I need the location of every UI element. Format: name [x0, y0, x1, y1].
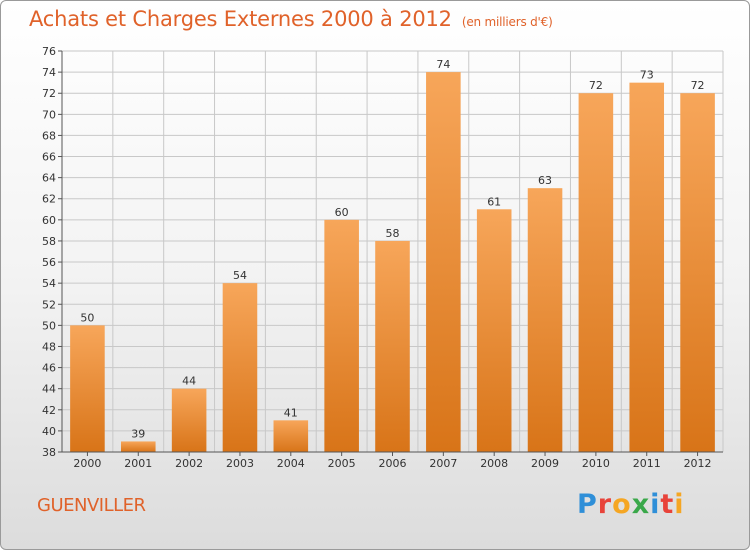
- y-tick-label: 40: [42, 425, 56, 438]
- bar: [273, 420, 309, 452]
- logo-letter: o: [612, 489, 632, 520]
- bar-layer: 50 39 44 54 41 60 58 74 61 63 72 73 72: [70, 58, 715, 453]
- logo-letter: i: [650, 489, 661, 520]
- bar: [222, 283, 258, 452]
- x-tick-label: 2004: [277, 457, 305, 470]
- y-tick-label: 38: [42, 446, 56, 459]
- data-label: 63: [538, 174, 552, 187]
- axis-layer: 38 40 42 44 46 48 50 52 54 56 58 60 62 64 66 68 70 72 74 76…: [42, 45, 723, 470]
- x-tick-label: 2006: [379, 457, 407, 470]
- proxiti-logo: Proxiti: [577, 489, 685, 520]
- bar: [680, 93, 715, 453]
- data-label: 54: [233, 269, 247, 282]
- y-tick-label: 66: [42, 151, 56, 164]
- data-label: 39: [131, 427, 145, 440]
- x-tick-label: 2010: [582, 457, 610, 470]
- y-tick-label: 42: [42, 404, 56, 417]
- x-tick-label: 2011: [633, 457, 661, 470]
- y-tick-label: 70: [42, 108, 56, 121]
- x-tick-label: 2012: [684, 457, 712, 470]
- x-tick-label: 2005: [328, 457, 356, 470]
- y-tick-label: 54: [42, 277, 56, 290]
- data-label: 60: [335, 206, 349, 219]
- data-label: 72: [589, 79, 603, 92]
- bar: [324, 219, 359, 452]
- bar: [70, 325, 105, 452]
- data-label: 41: [284, 406, 298, 419]
- y-tick-label: 44: [42, 383, 56, 396]
- y-tick-label: 52: [42, 298, 56, 311]
- x-tick-label: 2000: [73, 457, 101, 470]
- data-label: 58: [386, 227, 400, 240]
- y-tick-label: 60: [42, 214, 56, 227]
- bar: [120, 441, 156, 452]
- bar: [629, 82, 665, 452]
- data-label: 74: [436, 58, 450, 71]
- y-tick-label: 62: [42, 193, 56, 206]
- city-name: GUENVILLER: [37, 495, 146, 516]
- logo-letter: x: [631, 489, 651, 520]
- data-label: 61: [487, 195, 501, 208]
- y-tick-label: 68: [42, 129, 56, 142]
- bar: [476, 209, 512, 452]
- bar: [578, 93, 614, 453]
- y-tick-label: 64: [42, 172, 56, 185]
- logo-letter: r: [597, 489, 613, 520]
- x-tick-label: 2003: [226, 457, 254, 470]
- y-tick-label: 74: [42, 66, 56, 79]
- data-label: 73: [640, 69, 654, 82]
- y-tick-label: 46: [42, 362, 56, 375]
- bar: [171, 388, 207, 452]
- chart-subtitle: (en milliers d'€): [461, 15, 553, 29]
- x-tick-label: 2009: [531, 457, 559, 470]
- data-label: 50: [80, 311, 94, 324]
- bar: [527, 188, 563, 452]
- bar: [426, 72, 461, 453]
- y-tick-label: 50: [42, 319, 56, 332]
- logo-letter: t: [660, 489, 675, 520]
- logo-letter: i: [674, 489, 685, 520]
- x-tick-label: 2001: [124, 457, 152, 470]
- x-tick-label: 2007: [429, 457, 457, 470]
- x-tick-label: 2002: [175, 457, 203, 470]
- data-label: 72: [691, 79, 705, 92]
- chart-title-text: Achats et Charges Externes 2000 à 2012: [29, 7, 452, 31]
- y-tick-label: 58: [42, 235, 56, 248]
- y-tick-label: 56: [42, 256, 56, 269]
- y-tick-label: 72: [42, 87, 56, 100]
- x-tick-label: 2008: [480, 457, 508, 470]
- bar: [375, 240, 410, 452]
- logo-letter: P: [577, 489, 598, 520]
- data-label: 44: [182, 375, 196, 388]
- chart-title: Achats et Charges Externes 2000 à 2012 (e…: [29, 7, 553, 31]
- y-tick-label: 76: [42, 45, 56, 58]
- y-tick-label: 48: [42, 340, 56, 353]
